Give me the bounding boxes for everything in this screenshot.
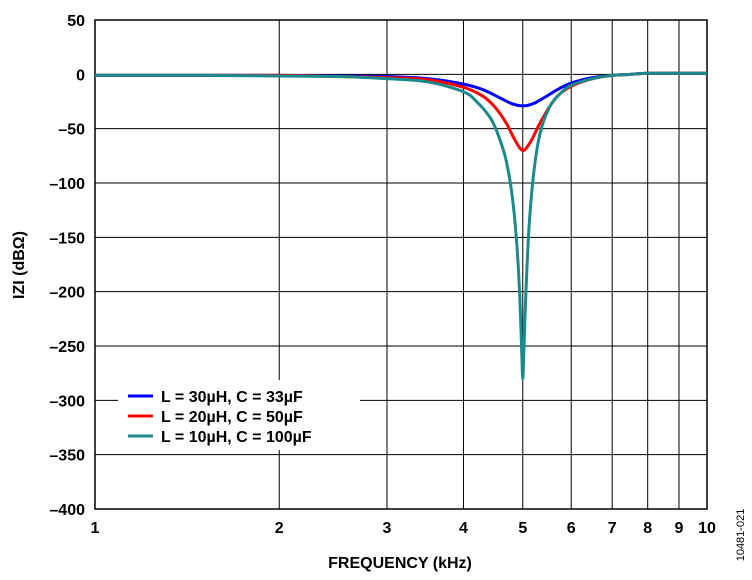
- legend: L = 30µH, C = 33µF L = 20µH, C = 50µF L = …: [118, 380, 360, 450]
- series-lines: [94, 71, 707, 381]
- y-tick-label: –150: [49, 230, 85, 247]
- legend-label-3: L = 10µH, C = 100µF: [161, 429, 312, 446]
- y-tick-label: –100: [49, 176, 85, 193]
- x-tick-label: 9: [675, 520, 684, 537]
- y-axis-ticks: 50 0 –50 –100 –150 –200 –250 –300 –350 –400: [49, 13, 85, 519]
- legend-label-1: L = 30µH, C = 33µF: [161, 389, 303, 406]
- y-axis-title: IZI (dBΩ): [11, 231, 28, 299]
- y-tick-label: –200: [49, 285, 85, 302]
- y-tick-label: 0: [76, 67, 85, 84]
- series-line-2: [94, 71, 707, 152]
- series-line-3: [94, 71, 707, 381]
- x-tick-label: 8: [643, 520, 652, 537]
- x-tick-label: 7: [608, 520, 617, 537]
- legend-label-2: L = 20µH, C = 50µF: [161, 409, 303, 426]
- x-tick-label: 3: [383, 520, 392, 537]
- x-axis-title: FREQUENCY (kHz): [328, 555, 472, 572]
- legend-background: [118, 380, 360, 450]
- y-tick-label: 50: [67, 13, 85, 30]
- figure-id-label: 10481-021: [735, 509, 747, 562]
- x-tick-label: 4: [459, 520, 468, 537]
- x-tick-label: 6: [567, 520, 576, 537]
- y-tick-label: –250: [49, 339, 85, 356]
- y-tick-label: –350: [49, 448, 85, 465]
- x-axis-ticks: 1 2 3 4 5 6 7 8 9 10: [91, 520, 716, 537]
- x-tick-label: 10: [698, 520, 716, 537]
- y-tick-label: –300: [49, 393, 85, 410]
- x-tick-label: 1: [91, 520, 100, 537]
- x-tick-label: 5: [518, 520, 527, 537]
- y-tick-label: –400: [49, 502, 85, 519]
- y-tick-label: –50: [58, 122, 85, 139]
- x-tick-label: 2: [275, 520, 284, 537]
- plot-area-frame: [94, 19, 708, 510]
